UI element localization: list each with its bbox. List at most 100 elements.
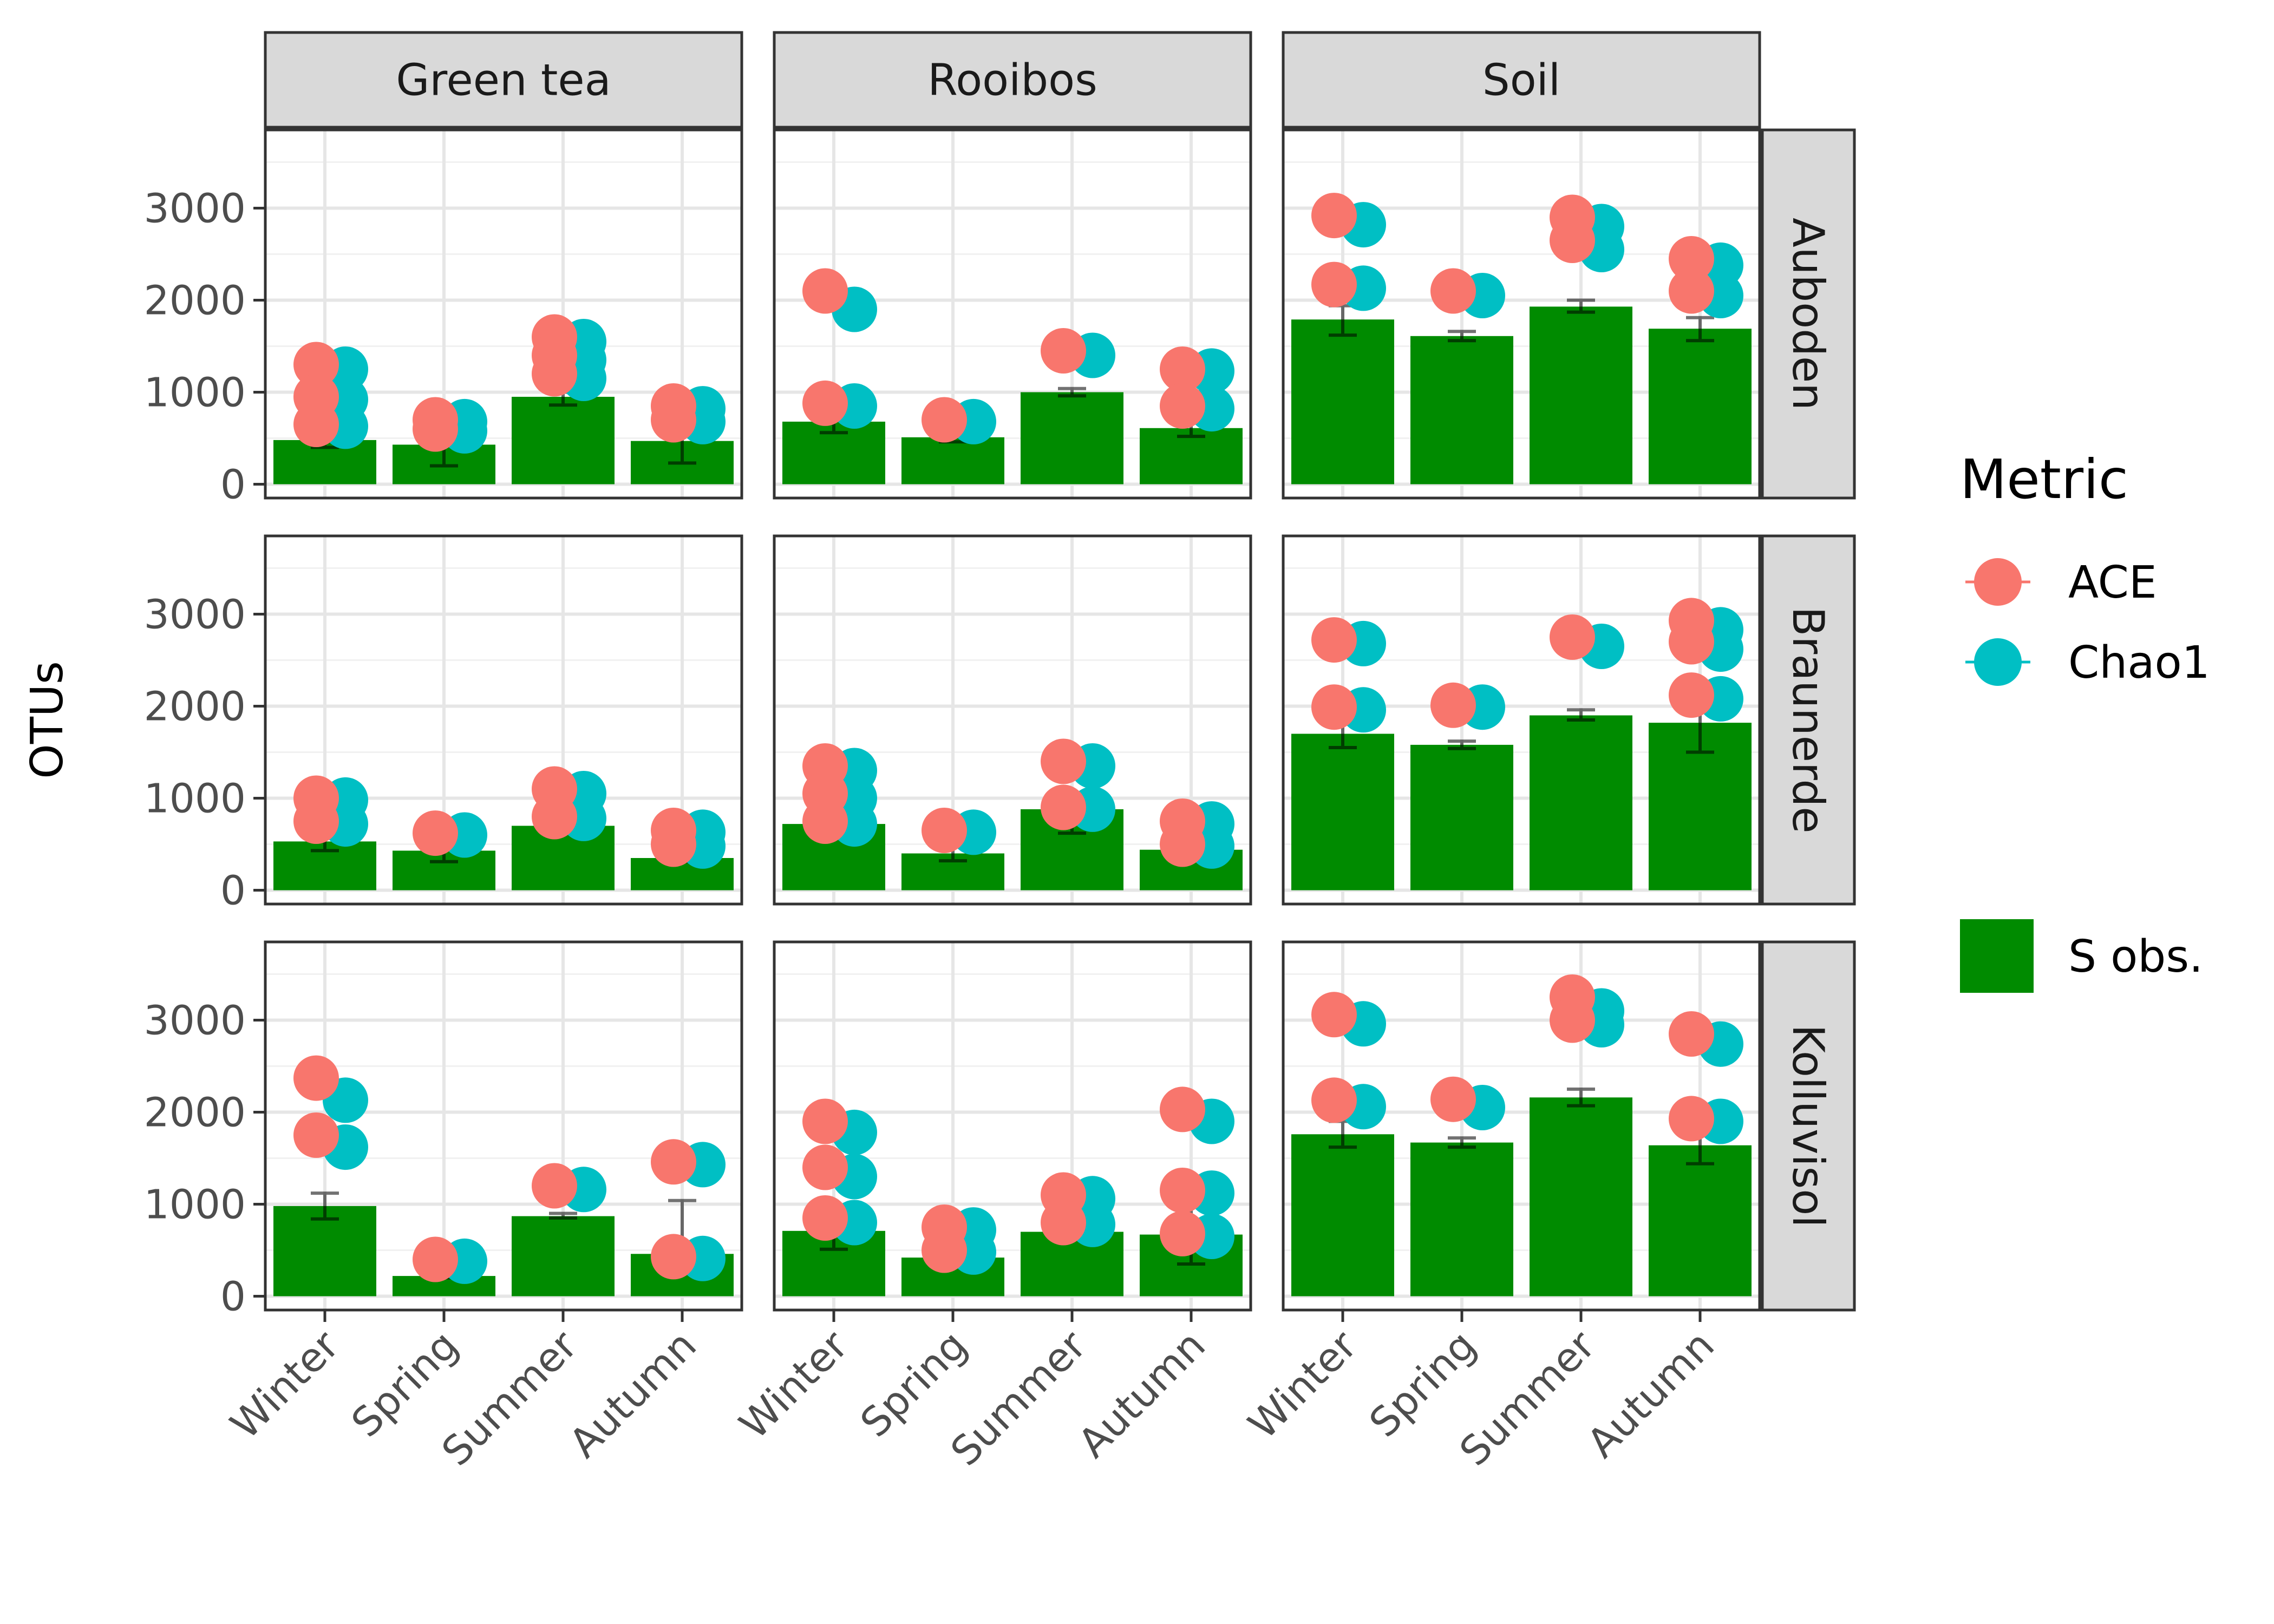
row-strip-box	[1761, 940, 1856, 1312]
point-ace	[413, 810, 458, 856]
point-ace	[651, 1139, 696, 1185]
point-ace	[293, 798, 339, 844]
y-axis-title: OTUs	[22, 661, 73, 778]
error-bar	[1448, 1136, 1476, 1149]
column-strip-label: Rooibos	[927, 55, 1097, 106]
legend-key-point	[1974, 638, 2022, 686]
panel-border	[264, 940, 743, 1312]
panel-border	[773, 534, 1252, 906]
column-strip: Rooibos	[773, 31, 1252, 129]
bar-s-obs	[512, 397, 615, 484]
point-ace	[293, 1112, 339, 1158]
panel-border	[264, 128, 743, 500]
point-ace	[802, 798, 848, 844]
column-strip: Green tea	[264, 31, 743, 129]
panel: 0 1000 2000 3000	[144, 128, 743, 508]
bar-s-obs	[1410, 1142, 1513, 1296]
point-ace	[1669, 1096, 1714, 1142]
x-tick-label: Autumn	[560, 1322, 705, 1467]
x-tick-label: Autumn	[1069, 1322, 1214, 1467]
y-tick-label: 2000	[144, 278, 246, 324]
panel-border	[1282, 940, 1761, 1312]
y-tick-label: 2000	[144, 684, 246, 730]
row-strip-label: Kolluvisol	[1783, 1025, 1833, 1228]
y-tick-label: 1000	[144, 776, 246, 822]
point-ace	[1430, 1076, 1476, 1122]
point-ace	[413, 406, 458, 452]
panel	[1282, 128, 1761, 500]
row-strip-label: Braunerde	[1783, 607, 1833, 834]
row-strip-box	[1761, 534, 1856, 906]
point-ace	[1311, 992, 1357, 1038]
row-strip-box	[1761, 128, 1856, 500]
bar-s-obs	[1291, 319, 1394, 484]
point-ace	[293, 402, 339, 447]
bar-s-obs	[1530, 306, 1632, 484]
point-ace	[293, 1055, 339, 1101]
error-bar	[549, 1212, 577, 1220]
point-ace	[1311, 617, 1357, 663]
point-ace	[1669, 619, 1714, 665]
error-bar	[311, 1191, 339, 1221]
panel-border	[1282, 128, 1761, 500]
point-ace	[1160, 383, 1205, 429]
legend-label: Chao1	[2068, 637, 2210, 689]
point-ace	[1041, 1200, 1086, 1246]
point-ace	[413, 1236, 458, 1282]
point-ace	[1550, 218, 1595, 263]
point-ace	[1669, 236, 1714, 281]
point-ace	[922, 808, 967, 853]
point-ace	[1550, 614, 1595, 660]
column-strip-box	[773, 31, 1252, 129]
legend-key-point	[1974, 558, 2022, 606]
error-bar	[1058, 387, 1086, 398]
point-ace	[1430, 682, 1476, 728]
legend-item: Chao1	[1965, 637, 2210, 689]
panel-border	[1282, 534, 1761, 906]
x-tick-label: Autumn	[1578, 1322, 1723, 1467]
y-tick-label: 2000	[144, 1090, 246, 1136]
legend-label: ACE	[2068, 557, 2157, 608]
panel	[773, 128, 1252, 500]
point-ace	[922, 397, 967, 443]
point-ace	[802, 1144, 848, 1190]
y-tick-label: 1000	[144, 370, 246, 416]
legend: Metric ACE Chao1 S obs.	[1960, 448, 2210, 993]
panel-border	[773, 940, 1252, 1312]
panel-border	[773, 128, 1252, 500]
point-ace	[802, 268, 848, 314]
bar-s-obs	[1291, 734, 1394, 890]
bar-s-obs	[1649, 329, 1752, 484]
row-strip-label: Auboden	[1783, 218, 1833, 410]
point-ace	[1160, 1210, 1205, 1256]
point-ace	[1311, 261, 1357, 307]
legend-item: S obs.	[1960, 919, 2203, 993]
point-ace	[532, 1163, 577, 1209]
row-strip: Auboden	[1761, 128, 1856, 500]
point-ace	[1669, 672, 1714, 718]
column-strip: Soil	[1282, 31, 1761, 129]
point-ace	[532, 351, 577, 397]
point-ace	[1311, 684, 1357, 730]
y-tick-label: 3000	[144, 592, 246, 638]
row-strip: Braunerde	[1761, 534, 1856, 906]
bar-s-obs	[1530, 715, 1632, 890]
error-bar	[1567, 708, 1595, 722]
point-ace	[1550, 997, 1595, 1043]
error-bar	[1448, 739, 1476, 750]
point-ace	[651, 397, 696, 443]
y-tick-label: 1000	[144, 1182, 246, 1228]
panels-layer: Green tea Rooibos Soil Auboden Braunerde Koll…	[144, 31, 1856, 1475]
point-ace	[532, 794, 577, 840]
bar-s-obs	[512, 1216, 615, 1296]
point-ace	[1160, 821, 1205, 867]
bar-s-obs	[273, 1206, 376, 1296]
panel	[773, 534, 1252, 906]
bar-s-obs	[1410, 744, 1513, 890]
point-ace	[1311, 193, 1357, 239]
panel	[1282, 534, 1761, 906]
legend-key-bar	[1960, 919, 2034, 993]
error-bar	[1567, 298, 1595, 314]
y-tick-label: 0	[220, 462, 246, 508]
